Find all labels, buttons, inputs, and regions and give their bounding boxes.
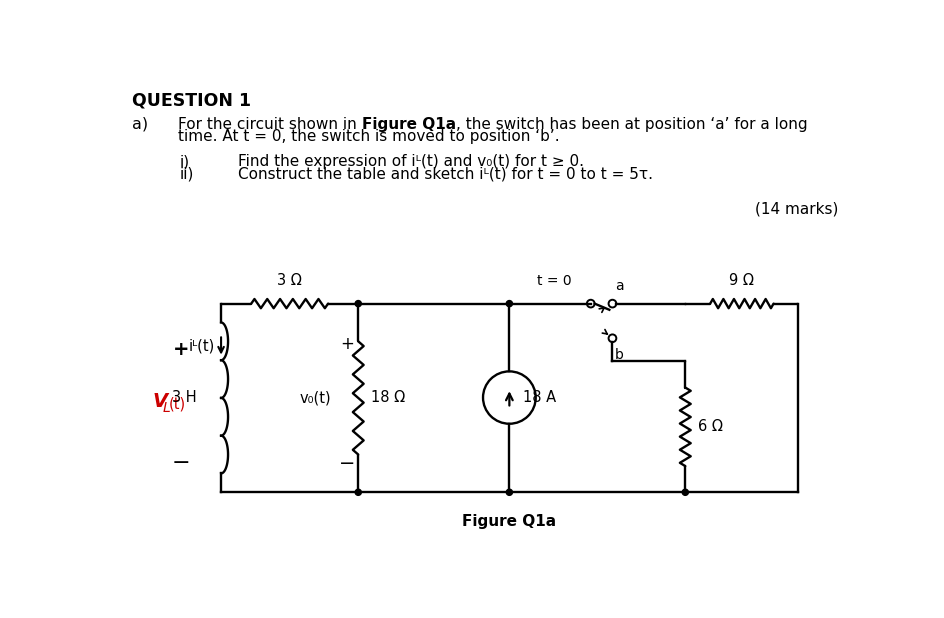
Text: (14 marks): (14 marks) [755,201,839,216]
Circle shape [355,300,362,307]
Text: L: L [162,400,170,415]
Text: +: + [173,341,189,359]
Text: Figure Q1a: Figure Q1a [362,117,456,132]
Text: i): i) [180,154,190,169]
Text: QUESTION 1: QUESTION 1 [132,91,251,109]
Text: , the switch has been at position ‘a’ for a long: , the switch has been at position ‘a’ fo… [456,117,808,132]
Circle shape [355,489,362,496]
Text: 3 Ω: 3 Ω [277,273,302,288]
Text: 18 A: 18 A [523,390,556,405]
Text: ii): ii) [180,167,194,182]
Circle shape [506,300,513,307]
Text: t = 0: t = 0 [537,274,572,288]
Text: Construct the table and sketch iᴸ(t) for t = 0 to t = 5τ.: Construct the table and sketch iᴸ(t) for… [238,167,653,182]
Text: +: + [341,335,354,353]
Circle shape [683,489,688,496]
Text: Find the expression of iᴸ(t) and v₀(t) for t ≥ 0.: Find the expression of iᴸ(t) and v₀(t) f… [238,154,584,169]
Text: For the circuit shown in: For the circuit shown in [178,117,362,132]
Text: Figure Q1a: Figure Q1a [463,514,556,529]
Text: 9 Ω: 9 Ω [730,273,754,288]
Text: v₀(t): v₀(t) [300,390,331,405]
Text: a: a [615,279,623,293]
Text: iᴸ(t): iᴸ(t) [189,339,215,353]
Text: 3 H: 3 H [172,390,196,405]
Text: −: − [339,454,356,473]
Circle shape [506,489,513,496]
Text: (t): (t) [168,396,186,411]
Text: −: − [172,453,190,473]
Text: b: b [615,349,624,362]
Text: V: V [153,392,168,411]
Text: 18 Ω: 18 Ω [371,390,405,405]
Text: time. At t = 0, the switch is moved to position ‘b’.: time. At t = 0, the switch is moved to p… [178,129,560,144]
Text: 6 Ω: 6 Ω [698,420,722,434]
Text: a): a) [132,117,148,132]
